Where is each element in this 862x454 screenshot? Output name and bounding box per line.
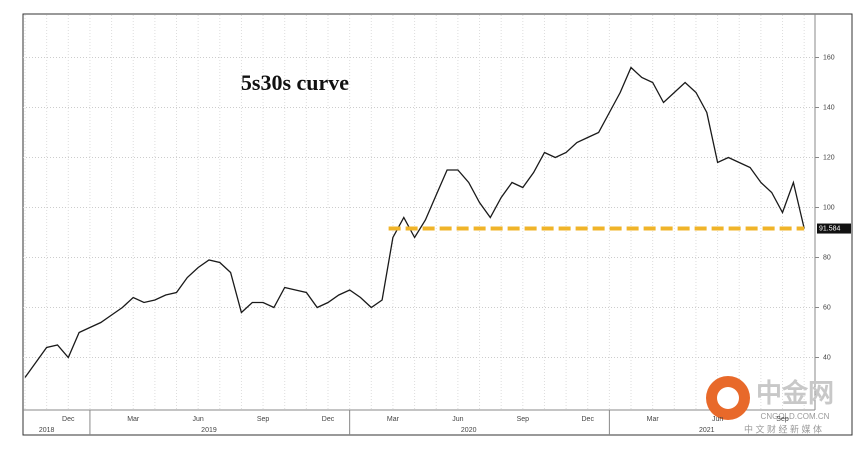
grid: [23, 15, 819, 435]
x-tick-label: Dec: [62, 416, 75, 423]
y-tick-label: 80: [823, 254, 831, 261]
last-value-label: 91.584: [819, 225, 841, 232]
y-tick-label: 140: [823, 104, 835, 111]
y-tick-label: 40: [823, 354, 831, 361]
year-label: 2018: [39, 427, 55, 434]
watermark-site: CNGOLD.COM.CN: [761, 412, 830, 421]
x-tick-label: Mar: [127, 416, 140, 423]
chart-title: 5s30s curve: [241, 70, 349, 95]
x-tick-label: Dec: [322, 416, 335, 423]
year-label: 2021: [699, 427, 715, 434]
line-series: [24, 66, 805, 378]
y-tick-label: 160: [823, 54, 835, 61]
x-tick-label: Mar: [647, 416, 660, 423]
frame: [22, 13, 853, 436]
marks: 91.584: [24, 66, 851, 378]
watermark: 中金网 CNGOLD.COM.CN 中 文 财 经 新 媒 体: [706, 376, 834, 434]
watermark-name: 中金网: [756, 378, 834, 408]
year-label: 2020: [461, 427, 477, 434]
y-tick-label: 120: [823, 154, 835, 161]
x-tick-label: Sep: [776, 416, 789, 423]
x-tick-label: Jun: [452, 416, 463, 423]
year-label: 2019: [201, 427, 217, 434]
watermark-tagline: 中 文 财 经 新 媒 体: [744, 423, 822, 434]
x-tick-label: Sep: [257, 416, 270, 423]
x-tick-label: Jun: [193, 416, 204, 423]
x-tick-label: Jun: [712, 416, 723, 423]
last-value-box: [817, 223, 851, 234]
y-tick-label: 100: [823, 204, 835, 211]
x-tick-label: Mar: [387, 416, 400, 423]
watermark-logo-inner: [717, 387, 739, 409]
y-tick-label: 60: [823, 304, 831, 311]
x-tick-label: Sep: [517, 416, 530, 423]
x-tick-label: Dec: [582, 416, 595, 423]
